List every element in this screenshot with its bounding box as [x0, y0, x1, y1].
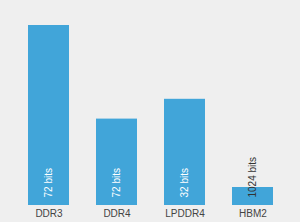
- svg-text:1024 bits: 1024 bits: [247, 157, 258, 198]
- svg-text:72 bits: 72 bits: [43, 168, 54, 197]
- svg-text:LPDDR4: LPDDR4: [165, 208, 205, 219]
- svg-text:DDR3: DDR3: [35, 208, 63, 219]
- svg-text:72 bits: 72 bits: [111, 168, 122, 197]
- svg-text:DDR4: DDR4: [103, 208, 131, 219]
- svg-text:32 bits: 32 bits: [179, 168, 190, 197]
- svg-text:HBM2: HBM2: [239, 208, 267, 219]
